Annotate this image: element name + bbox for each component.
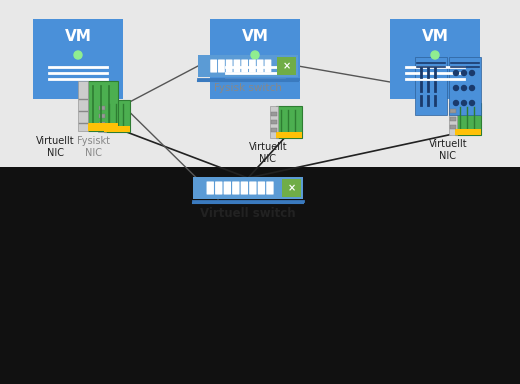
Bar — [0, 167, 520, 384]
FancyBboxPatch shape — [257, 60, 264, 73]
Bar — [271, 112, 277, 116]
FancyBboxPatch shape — [206, 182, 214, 195]
FancyBboxPatch shape — [258, 182, 265, 195]
Text: VM: VM — [422, 29, 448, 44]
Circle shape — [453, 86, 459, 91]
Bar — [271, 120, 277, 124]
Circle shape — [470, 101, 475, 106]
Bar — [99, 114, 105, 118]
Bar — [450, 125, 456, 129]
FancyBboxPatch shape — [241, 182, 248, 195]
Bar — [0, 0, 520, 167]
Text: ×: × — [282, 61, 291, 71]
Text: Fysisk switch: Fysisk switch — [214, 83, 282, 93]
Circle shape — [453, 101, 459, 106]
Bar — [450, 117, 456, 121]
Text: Virtuell switch: Virtuell switch — [200, 207, 296, 220]
Circle shape — [462, 71, 466, 76]
Bar — [455, 129, 481, 135]
Bar — [282, 179, 301, 197]
Circle shape — [470, 71, 475, 76]
Bar — [390, 19, 480, 99]
Bar — [104, 126, 130, 132]
Circle shape — [431, 51, 439, 59]
FancyBboxPatch shape — [249, 60, 256, 73]
Text: Virtuellt
NIC: Virtuellt NIC — [36, 136, 74, 157]
Text: ×: × — [288, 183, 296, 193]
Bar — [198, 55, 298, 77]
Bar — [270, 106, 278, 138]
Text: Virtuellt
NIC: Virtuellt NIC — [428, 139, 467, 161]
Text: Virtuellt
NIC: Virtuellt NIC — [249, 142, 288, 164]
Bar — [276, 106, 302, 138]
Bar — [450, 109, 456, 113]
Bar — [88, 81, 118, 131]
Bar — [277, 57, 296, 75]
FancyBboxPatch shape — [241, 60, 248, 73]
FancyBboxPatch shape — [215, 182, 223, 195]
FancyBboxPatch shape — [233, 60, 240, 73]
Bar — [78, 81, 88, 131]
FancyBboxPatch shape — [249, 182, 256, 195]
Bar — [276, 132, 302, 138]
Bar — [104, 100, 130, 132]
FancyBboxPatch shape — [226, 60, 232, 73]
Circle shape — [462, 101, 466, 106]
Circle shape — [462, 86, 466, 91]
FancyBboxPatch shape — [265, 60, 271, 73]
Bar — [33, 19, 123, 99]
Text: VM: VM — [242, 29, 268, 44]
FancyBboxPatch shape — [210, 60, 217, 73]
FancyBboxPatch shape — [266, 182, 274, 195]
Circle shape — [470, 86, 475, 91]
Circle shape — [453, 71, 459, 76]
Text: VM: VM — [64, 29, 92, 44]
Bar — [99, 106, 105, 110]
Bar — [98, 100, 106, 132]
Circle shape — [251, 51, 259, 59]
Text: Fysiskt
NIC: Fysiskt NIC — [76, 136, 110, 157]
Bar — [271, 128, 277, 132]
FancyBboxPatch shape — [232, 182, 240, 195]
Bar — [88, 123, 118, 131]
FancyBboxPatch shape — [218, 60, 225, 73]
Bar — [415, 57, 447, 115]
Bar — [449, 103, 457, 135]
Bar — [210, 19, 300, 99]
FancyBboxPatch shape — [224, 182, 231, 195]
Circle shape — [74, 51, 82, 59]
Bar — [99, 122, 105, 126]
Bar — [193, 177, 303, 199]
Bar — [455, 103, 481, 135]
Bar — [449, 57, 481, 115]
